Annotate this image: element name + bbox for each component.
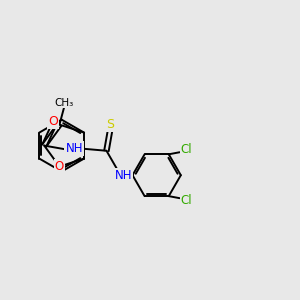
Text: NH: NH — [115, 169, 132, 182]
Text: NH: NH — [65, 142, 83, 155]
Text: O: O — [48, 115, 58, 128]
Text: O: O — [55, 160, 64, 173]
Text: Cl: Cl — [181, 143, 192, 156]
Text: CH₃: CH₃ — [55, 98, 74, 108]
Text: Cl: Cl — [181, 194, 192, 207]
Text: S: S — [106, 118, 114, 131]
